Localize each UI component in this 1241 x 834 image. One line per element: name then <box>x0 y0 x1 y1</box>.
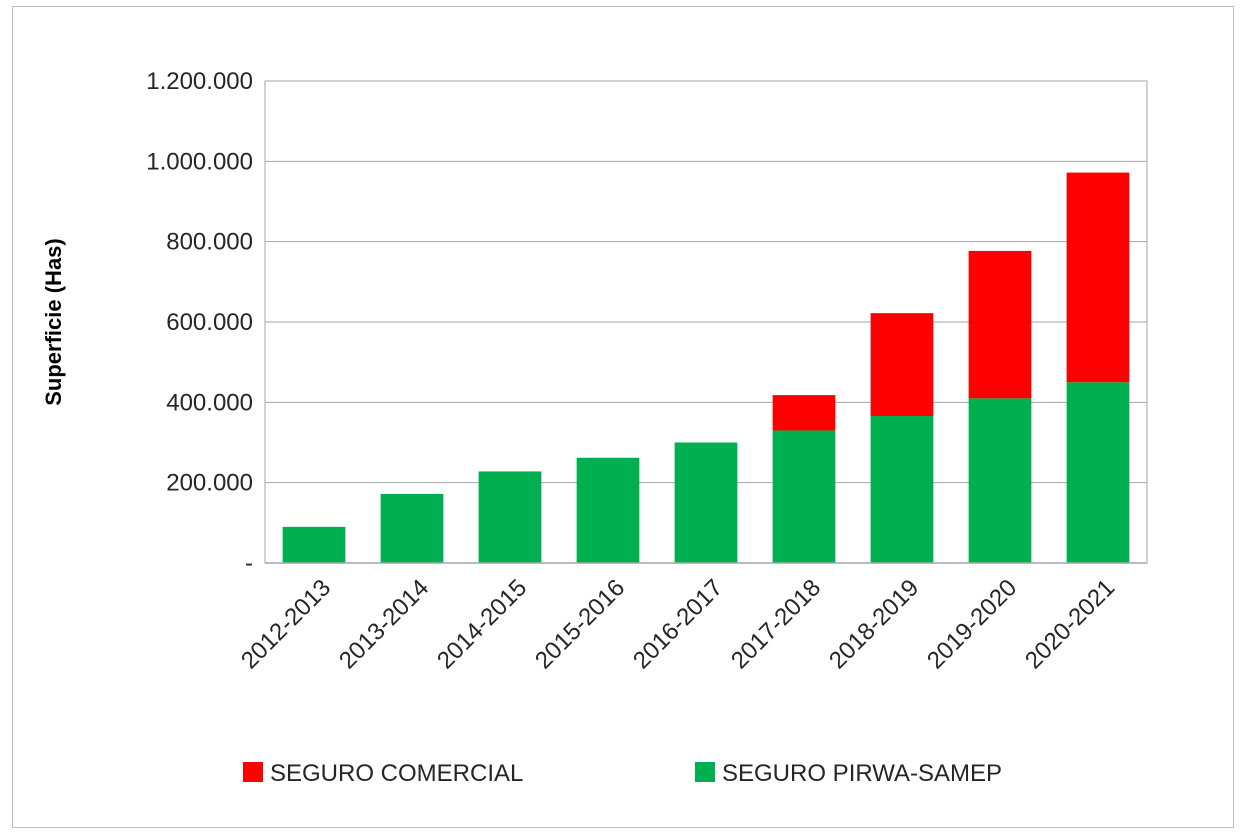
legend: SEGURO COMERCIAL SEGURO PIRWA-SAMEP <box>243 760 1002 787</box>
x-tick-label: 2019-2020 <box>922 574 1022 674</box>
x-tick-labels: 2012-20132013-20142014-20152015-20162016… <box>236 574 1120 674</box>
chart-frame: - 200.000 400.000 600.000 800.000 1.000.000 1.… <box>12 6 1234 828</box>
x-tick-label: 2020-2021 <box>1020 574 1120 674</box>
bar-seguro-pirwa-samep-2018-2019 <box>870 415 934 563</box>
x-tick-label: 2012-2013 <box>236 574 336 674</box>
bar-seguro-pirwa-samep-2017-2018 <box>772 430 836 563</box>
legend-label: SEGURO COMERCIAL <box>270 760 523 787</box>
y-tick-label: 200.000 <box>166 470 253 497</box>
y-tick-labels: - 200.000 400.000 600.000 800.000 1.000.000 1.… <box>146 68 253 577</box>
x-tick-label: 2016-2017 <box>628 574 728 674</box>
y-tick-label: 800.000 <box>166 229 253 256</box>
bar-seguro-pirwa-samep-2013-2014 <box>380 493 444 563</box>
legend-swatch <box>243 762 263 782</box>
x-tick-label: 2018-2019 <box>824 574 924 674</box>
bar-seguro-comercial-2020-2021 <box>1066 172 1130 383</box>
bar-seguro-pirwa-samep-2014-2015 <box>478 471 542 563</box>
bar-seguro-pirwa-samep-2012-2013 <box>282 526 346 563</box>
bar-seguro-comercial-2017-2018 <box>772 395 836 431</box>
y-tick-label: 1.200.000 <box>146 68 253 95</box>
y-tick-label: 400.000 <box>166 389 253 416</box>
y-axis-title: Superficie (Has) <box>41 238 66 406</box>
bar-seguro-comercial-2019-2020 <box>968 250 1032 399</box>
x-tick-label: 2013-2014 <box>334 574 434 674</box>
y-tick-label: - <box>245 550 253 577</box>
legend-swatch <box>695 762 715 782</box>
x-tick-label: 2015-2016 <box>530 574 630 674</box>
chart-svg: - 200.000 400.000 600.000 800.000 1.000.000 1.… <box>41 68 1148 787</box>
x-tick-label: 2017-2018 <box>726 574 826 674</box>
y-tick-label: 600.000 <box>166 309 253 336</box>
bar-seguro-pirwa-samep-2016-2017 <box>674 442 738 563</box>
bar-seguro-pirwa-samep-2019-2020 <box>968 398 1032 563</box>
bar-seguro-pirwa-samep-2020-2021 <box>1066 382 1130 563</box>
bars <box>282 172 1130 563</box>
x-tick-label: 2014-2015 <box>432 574 532 674</box>
y-tick-label: 1.000.000 <box>146 148 253 175</box>
legend-label: SEGURO PIRWA-SAMEP <box>722 760 1002 787</box>
bar-seguro-comercial-2018-2019 <box>870 313 934 416</box>
bar-seguro-pirwa-samep-2015-2016 <box>576 457 640 563</box>
